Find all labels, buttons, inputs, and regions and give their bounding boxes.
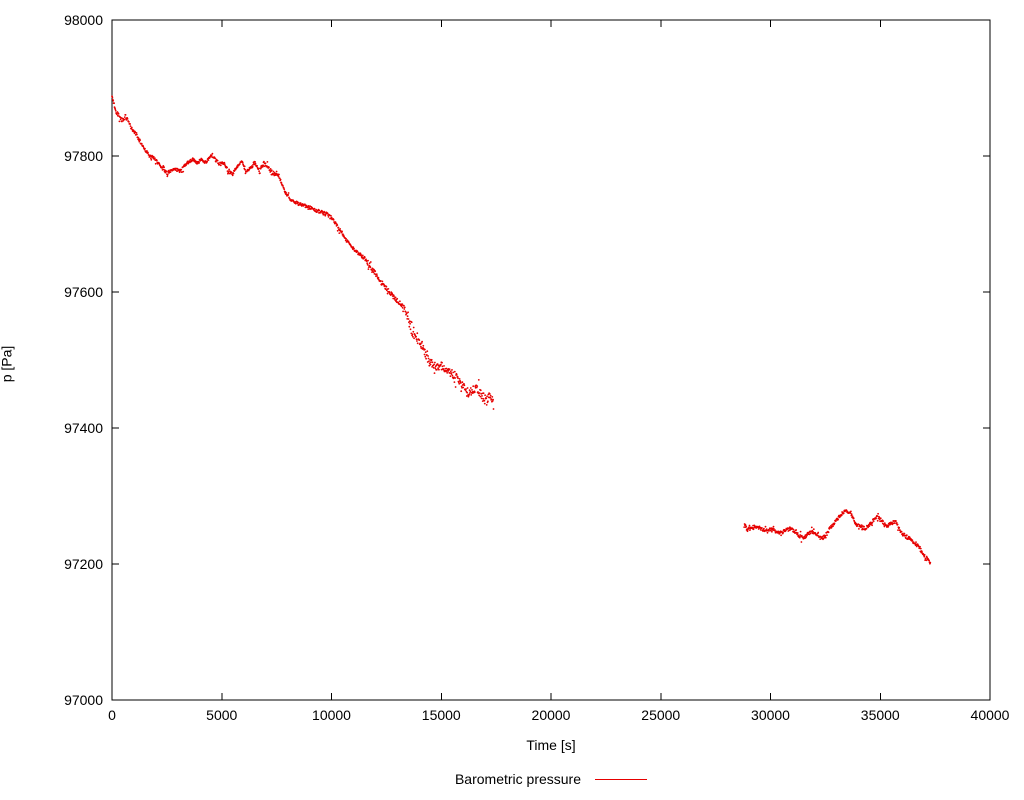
x-tick-label: 10000 (312, 707, 351, 723)
legend-label: Barometric pressure (454, 771, 582, 787)
y-tick-label: 97800 (64, 148, 103, 164)
y-tick-label: 97600 (64, 284, 103, 300)
legend: Barometric pressure (112, 771, 990, 787)
x-tick-label: 0 (108, 707, 116, 723)
y-tick-label: 98000 (64, 12, 103, 28)
y-tick-label: 97000 (64, 692, 103, 708)
plot-border (111, 19, 991, 701)
y-axis-title: p [Pa] (0, 345, 15, 383)
x-tick-label: 40000 (971, 707, 1010, 723)
x-tick-label: 30000 (751, 707, 790, 723)
y-tick-label: 97400 (64, 420, 103, 436)
x-tick-label: 5000 (206, 707, 237, 723)
legend-line-sample (595, 778, 648, 780)
x-tick-label: 15000 (422, 707, 461, 723)
y-tick-label: 97200 (64, 556, 103, 572)
x-tick-label: 35000 (861, 707, 900, 723)
x-axis-title: Time [s] (526, 737, 576, 753)
x-tick-label: 20000 (532, 707, 571, 723)
x-tick-label: 25000 (641, 707, 680, 723)
